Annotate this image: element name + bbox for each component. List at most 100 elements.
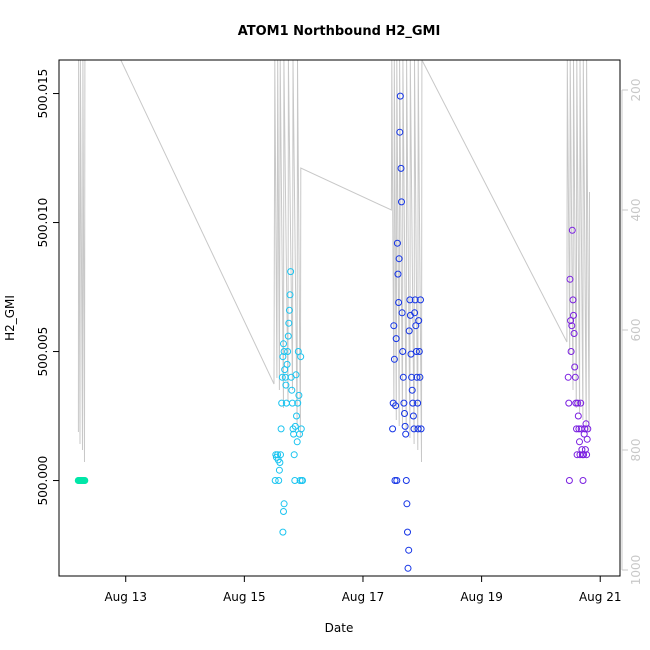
x-axis: Aug 13 Aug 15 Aug 17 Aug 19 Aug 21 [104, 576, 621, 604]
data-point [574, 399, 582, 407]
y-tick-label: 500.005 [36, 327, 50, 377]
data-point [402, 430, 410, 438]
data-point [580, 430, 588, 438]
x-axis-label: Date [325, 621, 354, 635]
data-point [568, 226, 576, 234]
y-tick-label: 500.015 [36, 69, 50, 119]
data-point [291, 422, 299, 430]
x-tick-label: Aug 19 [460, 590, 503, 604]
data-point [400, 399, 408, 407]
points-layer [74, 92, 592, 572]
x-tick-label: Aug 13 [104, 590, 147, 604]
data-point [280, 508, 287, 515]
data-point [396, 92, 404, 100]
chart-title: ATOM1 Northbound H2_GMI [238, 24, 441, 39]
data-point [283, 360, 291, 368]
data-point [280, 348, 288, 355]
data-point [389, 425, 397, 433]
data-point [292, 371, 300, 379]
data-point [415, 348, 423, 355]
data-point [286, 291, 294, 299]
data-point [408, 373, 416, 381]
data-point [579, 477, 587, 484]
data-point [565, 399, 573, 407]
data-point [274, 451, 282, 459]
data-point [566, 275, 574, 283]
data-point [288, 386, 296, 394]
data-point [417, 296, 424, 304]
data-point [275, 466, 283, 474]
data-point [402, 477, 410, 484]
series-1 [74, 477, 89, 484]
plot-frame [58, 59, 621, 577]
data-point [287, 268, 295, 276]
data-point [291, 477, 299, 484]
y2-tick-label: 1000 [629, 555, 643, 586]
data-point [297, 425, 305, 433]
data-point [416, 373, 424, 381]
data-point [276, 459, 284, 466]
data-point [295, 391, 303, 399]
data-point [404, 528, 411, 536]
data-point [275, 477, 283, 484]
data-point [285, 306, 293, 314]
data-point [410, 425, 418, 433]
series-2 [271, 268, 306, 536]
data-point [279, 528, 287, 536]
data-point [299, 477, 306, 484]
data-point [285, 319, 293, 327]
data-point [571, 363, 579, 371]
data-point [390, 322, 398, 330]
data-point [411, 309, 419, 317]
data-point [577, 399, 585, 407]
y2-tick-label: 600 [629, 319, 643, 342]
trace-layer [77, 59, 590, 463]
data-point [278, 373, 286, 381]
data-point [568, 322, 576, 330]
data-point [390, 355, 398, 363]
data-point [573, 425, 580, 433]
data-point [564, 373, 572, 381]
data-point [271, 477, 279, 484]
data-point [581, 446, 589, 454]
data-point [279, 353, 287, 361]
data-point [409, 399, 417, 407]
data-point [412, 348, 420, 355]
data-point [398, 309, 406, 317]
data-point [569, 296, 577, 304]
data-point [401, 422, 409, 430]
data-point [576, 438, 583, 446]
data-point [417, 425, 425, 433]
y2-tick-label: 200 [629, 79, 643, 102]
data-point [565, 477, 573, 484]
data-point [397, 164, 405, 172]
data-point [583, 451, 591, 459]
data-point [294, 399, 302, 407]
data-point [574, 412, 582, 420]
data-point [280, 500, 288, 508]
data-point [414, 425, 422, 433]
x-tick-label: Aug 21 [579, 590, 622, 604]
data-point [414, 399, 422, 407]
y-axis: 500.000 500.005 500.010 500.015 [36, 69, 59, 505]
data-point [401, 410, 408, 417]
data-point [408, 386, 416, 394]
y-axis-label: H2_GMI [3, 295, 17, 341]
y-tick-label: 500.010 [36, 198, 50, 248]
data-point [398, 198, 405, 206]
data-point [284, 348, 292, 355]
data-point [399, 373, 407, 381]
series-3 [389, 92, 425, 572]
data-point [284, 332, 292, 340]
data-point [277, 425, 285, 433]
series-4 [564, 226, 592, 484]
trace-line [77, 59, 590, 463]
data-point [403, 500, 411, 508]
data-point [396, 128, 404, 136]
data-point [407, 350, 415, 358]
data-point [583, 435, 591, 443]
data-point [392, 402, 400, 410]
data-point [584, 425, 592, 433]
x-tick-label: Aug 17 [342, 590, 385, 604]
data-point [278, 399, 286, 407]
